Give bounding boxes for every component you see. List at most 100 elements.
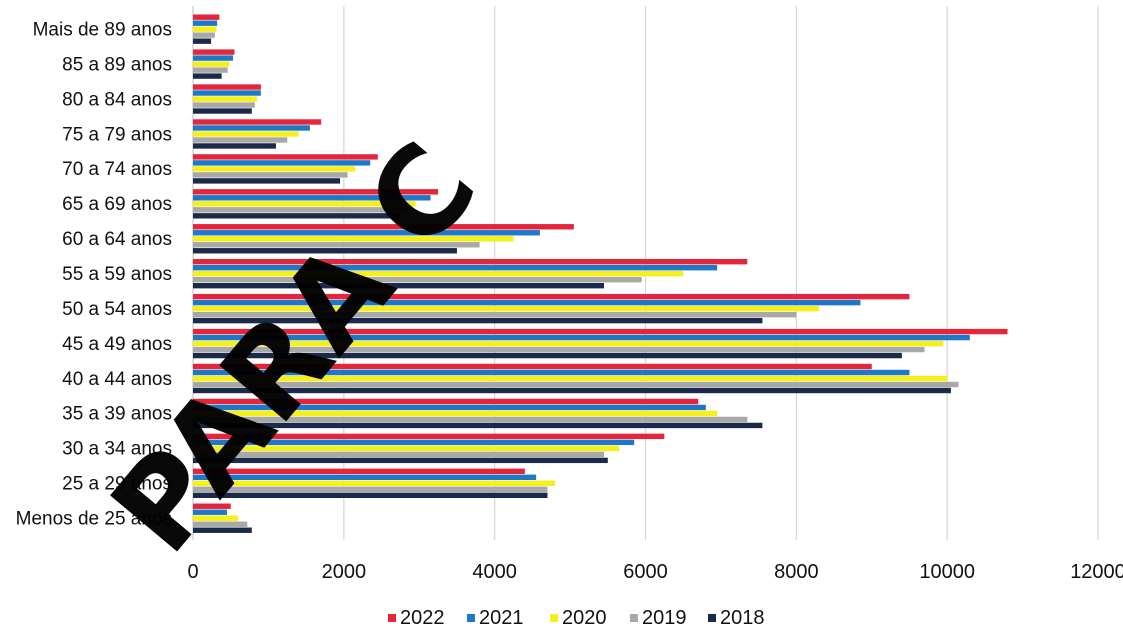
bar-2020 [193,410,718,417]
legend: 2022 2021 2020 2019 2018 [388,607,765,629]
bar-2021 [193,230,540,236]
bar-2018 [193,213,401,219]
category-labels: Mais de 89 anos 85 a 89 anos 80 a 84 anos 7… [16,19,172,529]
category-label: 75 a 79 anos [62,124,172,145]
category-label: 25 a 29 anos [62,474,172,495]
legend-swatch-2019 [630,614,638,622]
legend-swatch-2020 [550,614,558,622]
category-label: 30 a 34 anos [62,439,172,460]
bar-2019 [193,311,797,318]
bar-2021 [193,474,537,480]
bar-2020 [193,131,299,137]
bar-2021 [193,195,431,201]
bar-2018 [193,108,252,114]
category-label: 60 a 64 anos [62,229,172,250]
category-label: 85 a 89 anos [62,54,172,75]
bar-2019 [193,32,215,38]
bar-2022 [193,14,220,20]
bar-2019 [193,451,605,458]
legend-label: 2018 [720,607,765,629]
category-label: 80 a 84 anos [62,89,172,110]
bar-2020 [193,340,944,347]
legend-label: 2022 [400,607,445,629]
x-tick-label: 12000 [1070,561,1123,583]
bar-2018 [193,178,341,184]
bar-2021 [193,20,218,26]
bar-2019 [193,346,925,353]
bar-2021 [193,55,233,61]
bar-2022 [193,189,439,195]
bar-2022 [193,259,748,265]
bar-2021 [193,369,910,376]
bar-2022 [193,293,910,300]
bar-2022 [193,224,574,230]
bar-2019 [193,381,959,388]
bar-2019 [193,207,408,213]
bar-2022 [193,84,261,90]
legend-label: 2020 [562,607,607,629]
bar-2018 [193,73,222,79]
bar-2020 [193,515,239,521]
bar-2020 [193,271,684,277]
x-tick-labels: 0 2000 4000 6000 8000 10000 12000 [187,561,1123,583]
bar-2018 [193,352,902,359]
bar-2021 [193,299,861,306]
bar-2022 [193,503,231,509]
bar-2018 [193,422,763,429]
bar-2019 [193,277,642,283]
bar-2019 [193,521,248,527]
bar-2022 [193,433,665,440]
bar-2021 [193,160,371,166]
bar-2018 [193,527,252,533]
category-label: 65 a 69 anos [62,194,172,215]
x-tick-label: 2000 [322,561,367,583]
bar-2019 [193,102,255,108]
bar-2022 [193,363,872,370]
x-tick-label: 4000 [472,561,517,583]
bar-2019 [193,137,288,143]
legend-label: 2019 [642,607,687,629]
bar-2018 [193,143,276,149]
bar-2020 [193,166,356,172]
bar-2021 [193,509,227,515]
bar-2021 [193,439,635,446]
category-label: 50 a 54 anos [62,299,172,320]
category-label: 55 a 59 anos [62,264,172,285]
category-label: 45 a 49 anos [62,334,172,355]
bar-2021 [193,404,706,411]
bars [193,14,1008,533]
bar-2022 [193,154,378,160]
legend-swatch-2022 [388,614,396,622]
bar-2018 [193,38,212,44]
legend-swatch-2018 [708,614,716,622]
bar-2019 [193,172,348,178]
bar-2018 [193,387,951,394]
bar-2018 [193,457,608,464]
category-label: 40 a 44 anos [62,369,172,390]
bar-2019 [193,416,748,423]
bar-2021 [193,334,970,341]
x-tick-label: 6000 [623,561,668,583]
bar-2020 [193,236,514,242]
bar-2021 [193,125,310,131]
bar-2021 [193,265,718,271]
bar-2020 [193,375,948,382]
bar-2020 [193,201,416,207]
bar-2022 [193,398,699,405]
category-label: 35 a 39 anos [62,404,172,425]
bar-2020 [193,61,230,67]
bar-2021 [193,90,261,96]
x-tick-label: 0 [187,561,198,583]
bar-2018 [193,317,763,324]
bar-2019 [193,486,548,492]
bar-2018 [193,283,605,289]
category-label: 70 a 74 anos [62,159,172,180]
legend-label: 2021 [479,607,524,629]
bar-2020 [193,445,620,452]
bar-2018 [193,492,548,498]
bar-2018 [193,248,457,254]
bar-2020 [193,480,555,486]
bar-2020 [193,305,819,312]
bar-2022 [193,119,322,125]
